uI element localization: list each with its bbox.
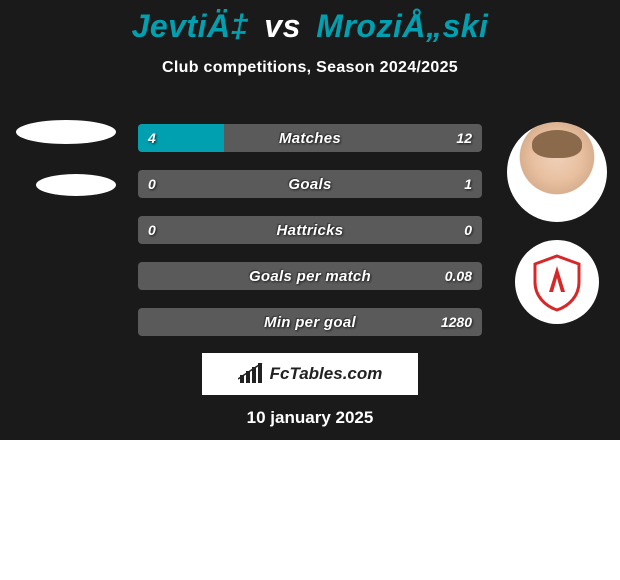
- shield-icon: [527, 252, 587, 312]
- bar-chart-icon: [238, 363, 264, 385]
- page-title: JevtiÄ‡ vs MroziÅ„ski: [0, 8, 620, 45]
- stat-label: Goals per match: [138, 262, 482, 290]
- stat-row: 4 Matches 12: [138, 124, 482, 152]
- right-club-badge: [515, 240, 599, 324]
- right-player-column: [502, 122, 612, 324]
- comparison-card: JevtiÄ‡ vs MroziÅ„ski Club competitions,…: [0, 0, 620, 440]
- brand-box: FcTables.com: [202, 353, 418, 395]
- stat-label: Hattricks: [138, 216, 482, 244]
- left-player-photo-placeholder: [16, 120, 116, 144]
- stat-row: 0 Hattricks 0: [138, 216, 482, 244]
- stat-label: Min per goal: [138, 308, 482, 336]
- left-club-badge-placeholder: [36, 174, 116, 196]
- vs-separator: vs: [264, 8, 301, 44]
- date-label: 10 january 2025: [0, 408, 620, 428]
- stat-row: 0 Goals 1: [138, 170, 482, 198]
- stat-row: Goals per match 0.08: [138, 262, 482, 290]
- stat-right-value: 12: [456, 124, 472, 152]
- stat-label: Goals: [138, 170, 482, 198]
- right-player-photo: [507, 122, 607, 222]
- brand-text: FcTables.com: [270, 364, 383, 384]
- player2-name: MroziÅ„ski: [316, 8, 488, 44]
- left-player-column: [8, 120, 123, 226]
- stat-label: Matches: [138, 124, 482, 152]
- player1-name: JevtiÄ‡: [132, 8, 249, 44]
- stat-right-value: 1: [464, 170, 472, 198]
- stat-bars: 4 Matches 12 0 Goals 1 0 Hattricks 0 Goa…: [138, 124, 482, 354]
- stat-right-value: 0.08: [445, 262, 472, 290]
- stat-right-value: 1280: [441, 308, 472, 336]
- stat-row: Min per goal 1280: [138, 308, 482, 336]
- stat-right-value: 0: [464, 216, 472, 244]
- subtitle: Club competitions, Season 2024/2025: [0, 59, 620, 77]
